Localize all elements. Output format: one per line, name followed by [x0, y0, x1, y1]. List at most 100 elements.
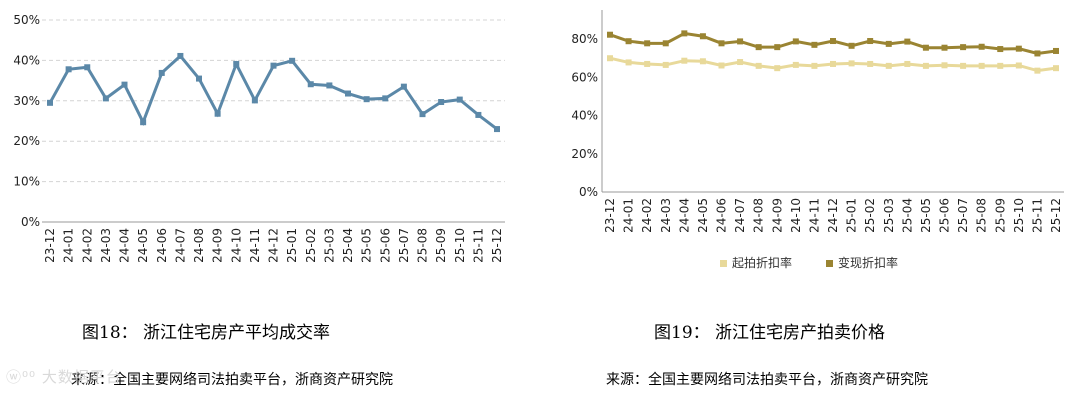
x-tick-label: 24-06 [715, 198, 729, 233]
x-tick-label: 25-08 [975, 198, 989, 233]
legend-marker-1 [826, 260, 833, 267]
x-tick-label: 25-07 [397, 228, 411, 263]
x-tick-label: 24-10 [789, 198, 803, 233]
x-tick-label: 24-07 [173, 228, 187, 263]
x-tick-label: 25-06 [938, 198, 952, 233]
y-tick-label: 0% [21, 215, 40, 229]
x-tick-label: 25-02 [863, 198, 877, 233]
data-point [475, 111, 482, 118]
x-tick-label: 24-11 [807, 198, 821, 233]
data-point [699, 58, 706, 65]
x-tick-label: 24-05 [136, 228, 150, 263]
x-tick-label: 24-05 [696, 198, 710, 233]
x-tick-label: 25-12 [490, 228, 504, 263]
data-point [400, 83, 407, 90]
y-tick-label: 20% [571, 147, 598, 161]
x-tick-label: 25-07 [956, 198, 970, 233]
x-tick-label: 24-02 [640, 198, 654, 233]
data-point [65, 66, 72, 73]
data-point [830, 60, 836, 67]
x-tick-label: 25-04 [900, 198, 914, 233]
data-point [1053, 65, 1059, 72]
data-point [941, 44, 948, 51]
data-point [960, 44, 967, 51]
figure-19-caption: 图19： 浙江住宅房产拍卖价格 [654, 323, 886, 343]
x-tick-label: 25-09 [434, 228, 448, 263]
data-point [922, 62, 929, 69]
x-tick-label: 25-03 [882, 198, 896, 233]
data-point [158, 69, 165, 76]
data-point [699, 33, 706, 40]
data-point [1015, 62, 1022, 69]
data-point [196, 75, 202, 82]
data-point [326, 82, 333, 89]
x-tick-label: 24-04 [118, 228, 132, 263]
data-point [885, 40, 892, 47]
x-tick-label: 25-06 [378, 228, 392, 263]
data-point [848, 60, 855, 67]
data-point [307, 81, 314, 88]
x-tick-label: 24-11 [248, 228, 262, 263]
chart-auction-price: 0% 20% 40% 60% 80% 23-12 24-01 24-02 24-03 24-04 2… [571, 10, 1064, 270]
x-tick-label: 24-04 [677, 198, 691, 233]
data-point [718, 40, 725, 47]
y-tick-label: 40% [571, 109, 598, 123]
figure-18-source: 来源：全国主要网络司法拍卖平台，浙商资产研究院 [71, 372, 393, 388]
data-point [830, 38, 836, 45]
data-point [382, 95, 389, 102]
data-point [121, 81, 128, 88]
data-point [978, 43, 985, 50]
data-point [1034, 67, 1041, 74]
data-point [978, 62, 985, 69]
data-point [233, 61, 240, 68]
x-tick-label: 25-03 [322, 228, 336, 263]
data-point [1034, 50, 1041, 57]
x-tick-label: 24-08 [752, 198, 766, 233]
x-tick-label: 25-04 [341, 228, 355, 263]
data-point [792, 38, 799, 45]
data-point [363, 96, 370, 103]
data-point [774, 65, 781, 72]
data-point [662, 61, 669, 68]
y-tick-label: 10% [13, 175, 40, 189]
x-tick-label: 24-01 [622, 198, 636, 233]
y-tick-label: 20% [13, 134, 40, 148]
data-point [681, 30, 688, 37]
data-point [140, 119, 147, 126]
data-point [625, 38, 632, 45]
data-point [792, 61, 799, 68]
legend-label-1: 变现折扣率 [838, 255, 898, 270]
x-tick-label: 25-05 [360, 228, 374, 263]
x-tick-label: 24-02 [80, 228, 94, 263]
y-tick-label: 30% [13, 94, 40, 108]
x-tick-label: 24-06 [155, 228, 169, 263]
data-point [774, 44, 781, 51]
y-tick-label: 80% [571, 32, 598, 46]
data-point [625, 59, 632, 66]
data-point [997, 62, 1004, 69]
data-point [438, 99, 445, 106]
data-point [811, 62, 818, 69]
x-tick-label: 25-05 [919, 198, 933, 233]
y-tick-label: 60% [571, 70, 598, 84]
x-tick-label: 25-11 [471, 228, 485, 263]
y-tick-label: 50% [13, 13, 40, 27]
y-tick-label: 40% [13, 53, 40, 67]
data-point [737, 59, 744, 66]
data-point [607, 55, 613, 62]
data-point [755, 44, 762, 51]
chart-avg-deal-rate: 0% 10% 20% 30% 40% 50% 23-12 24-01 24-02 24-03 24-… [13, 13, 505, 263]
data-point [904, 60, 911, 67]
legend-marker-0 [720, 260, 727, 267]
data-point [1053, 47, 1059, 54]
data-point [47, 99, 53, 106]
data-point [456, 96, 463, 103]
x-tick-label: 24-12 [826, 198, 840, 233]
x-tick-label: 25-09 [993, 198, 1007, 233]
data-point [904, 38, 911, 45]
x-tick-label: 23-12 [43, 228, 57, 263]
data-point [214, 110, 221, 117]
data-point [419, 111, 426, 118]
data-point [494, 126, 500, 133]
data-point [737, 38, 744, 45]
